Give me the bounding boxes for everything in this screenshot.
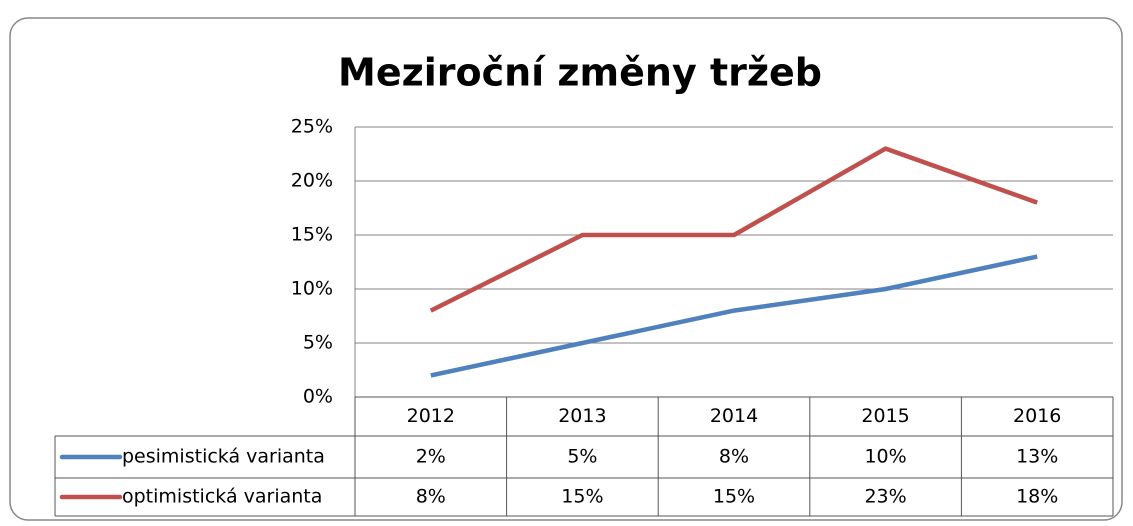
table-cell: 23% — [864, 486, 906, 508]
table-cell: 2% — [416, 446, 446, 468]
x-tick-label: 2012 — [407, 405, 455, 427]
y-tick-label: 15% — [291, 224, 333, 246]
chart-frame — [9, 17, 1123, 521]
x-tick-label: 2014 — [710, 405, 758, 427]
table-cell: 10% — [864, 446, 906, 468]
y-tick-label: 0% — [303, 386, 333, 408]
table-cell: 8% — [719, 446, 749, 468]
table-cell: 8% — [416, 486, 446, 508]
chart-title: Meziroční změny tržeb — [338, 51, 822, 95]
x-tick-label: 2015 — [861, 405, 909, 427]
y-tick-label: 25% — [291, 116, 333, 138]
table-cell: 15% — [561, 486, 603, 508]
x-tick-label: 2013 — [558, 405, 606, 427]
legend-label: pesimistická varianta — [122, 446, 325, 468]
table-cell: 5% — [567, 446, 597, 468]
table-cell: 15% — [713, 486, 755, 508]
table-cell: 18% — [1016, 486, 1058, 508]
table-cell: 13% — [1016, 446, 1058, 468]
y-tick-label: 20% — [291, 170, 333, 192]
series-line — [430, 254, 1038, 378]
x-tick-label: 2016 — [1013, 405, 1061, 427]
y-tick-label: 5% — [303, 332, 333, 354]
series-line — [429, 146, 1038, 313]
y-tick-label: 10% — [291, 278, 333, 300]
legend-label: optimistická varianta — [122, 486, 322, 508]
